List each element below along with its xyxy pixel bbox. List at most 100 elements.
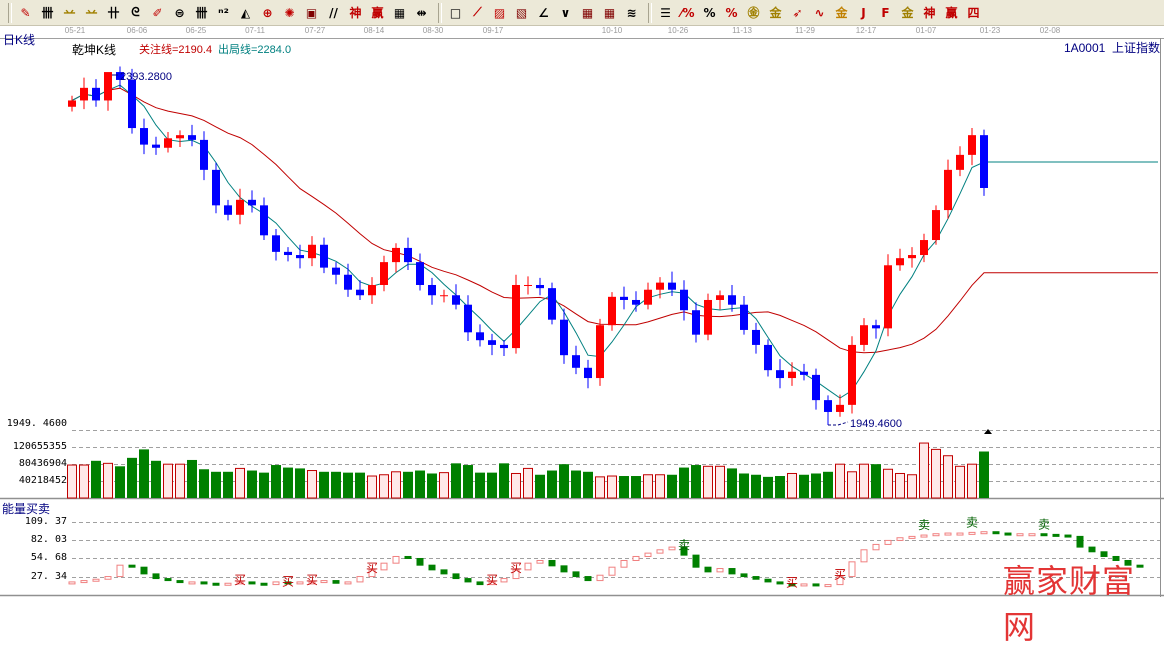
zigzag-button[interactable]: ∨ — [556, 3, 575, 23]
pen-ruler-button[interactable]: ✐ — [148, 3, 167, 23]
parallel-lines-button[interactable]: ≋ — [622, 3, 641, 23]
arrow-pen-icon: ➶ — [792, 5, 803, 20]
candle-up — [308, 244, 316, 259]
pen-button[interactable]: ✎ — [16, 3, 35, 23]
energy-bar-down — [764, 578, 772, 583]
gold-angle-button[interactable]: 金 — [898, 3, 917, 23]
angle-button[interactable]: ∠ — [534, 3, 553, 23]
sunburst-icon: ✺ — [284, 5, 295, 20]
volume-bar-down — [463, 465, 473, 498]
sell-signal: 卖 — [918, 518, 930, 532]
energy-bar-down — [200, 581, 208, 585]
exit-line-ma — [71, 87, 1158, 354]
hatched-box-button[interactable]: ▧ — [512, 3, 531, 23]
volume-bar-down — [187, 459, 197, 498]
hash-grid-button[interactable]: 卌 — [38, 3, 57, 23]
volume-bar-up — [439, 472, 449, 499]
candle-down — [416, 262, 424, 285]
circle-grid-button[interactable]: ⊜ — [170, 3, 189, 23]
volume-bar-up — [859, 463, 869, 499]
volume-bar-down — [211, 471, 221, 498]
f-angle-button[interactable]: F — [876, 3, 895, 23]
gold-circle-button[interactable]: ㊎ — [744, 3, 763, 23]
grid-arrow-button[interactable]: ▦ — [600, 3, 619, 23]
gold-lines-button[interactable]: 金 — [766, 3, 785, 23]
energy-bar-down — [128, 564, 136, 568]
box-button[interactable]: □ — [446, 3, 465, 23]
energy-bar-down — [548, 559, 556, 567]
shen-angle-button[interactable]: 神 — [920, 3, 939, 23]
gold-split-button[interactable]: 䒑 — [82, 3, 101, 23]
kline-chart[interactable]: 2393.28001949.4600买买买买买买卖买买卖卖卖 — [0, 0, 1164, 597]
volume-bar-up — [919, 442, 929, 499]
percent-line-icon: ⁄% — [680, 5, 695, 20]
percent-line-button[interactable]: ⁄% — [678, 3, 697, 23]
percent-lines-icon: % — [725, 5, 738, 20]
square-target-button[interactable]: ▣ — [302, 3, 321, 23]
volume-bar-down — [259, 472, 269, 498]
volume-bar-down — [427, 473, 437, 498]
gold-bar-icon: 金 — [835, 6, 848, 20]
energy-bar-down — [704, 566, 712, 573]
energy-bar-up — [512, 569, 520, 580]
volume-bar-up — [163, 463, 173, 499]
energy-bar-down — [1064, 534, 1072, 538]
triangle-button[interactable]: ◭ — [236, 3, 255, 23]
target-button[interactable]: ⊕ — [258, 3, 277, 23]
scale-icon: ☰ — [660, 5, 671, 20]
energy-bar-up — [944, 532, 952, 536]
span-button[interactable]: ⇹ — [412, 3, 431, 23]
date-tick-label: 12-17 — [855, 26, 877, 35]
calendar-button[interactable]: ▦ — [390, 3, 409, 23]
scale-button[interactable]: ☰ — [656, 3, 675, 23]
candle-down — [116, 72, 124, 80]
power-button[interactable]: ⁿ² — [214, 3, 233, 23]
buy-signal: 买 — [366, 561, 378, 575]
site-logo: 赢家财富网 — [1003, 562, 1136, 646]
bars-button[interactable]: 卌 — [192, 3, 211, 23]
candle-down — [692, 310, 700, 335]
date-tick-label: 09-17 — [482, 26, 504, 35]
volume-bar-down — [331, 471, 341, 498]
candle-down — [272, 235, 280, 252]
energy-bar-down — [572, 571, 580, 578]
gold-bar-button[interactable]: 金 — [832, 3, 851, 23]
percent-button[interactable]: % — [700, 3, 719, 23]
wave-button[interactable]: ∿ — [810, 3, 829, 23]
date-tick-label: 07-27 — [304, 26, 326, 35]
sunburst-button[interactable]: ✺ — [280, 3, 299, 23]
energy-bar-up — [68, 581, 76, 585]
energy-bar-down — [1040, 533, 1048, 537]
fork-button[interactable]: 卄 — [104, 3, 123, 23]
candle-down — [620, 296, 628, 300]
gold-line-button[interactable]: 䒑 — [60, 3, 79, 23]
win-button[interactable]: 赢 — [368, 3, 387, 23]
fan-lines-button[interactable]: ⟋ — [468, 3, 487, 23]
slash-lines-button[interactable]: // — [324, 3, 343, 23]
volume-bar-down — [667, 474, 677, 498]
date-tick-label: 10-10 — [601, 26, 623, 35]
candle-up — [596, 325, 604, 379]
period-label[interactable]: 日K线 — [3, 33, 36, 47]
spiral-button[interactable]: ᘓ — [126, 3, 145, 23]
volume-bar-down — [223, 471, 233, 498]
pen-icon: ✎ — [20, 5, 31, 20]
candle-up — [920, 240, 928, 256]
four-angle-button[interactable]: 四 — [964, 3, 983, 23]
candle-down — [764, 344, 772, 371]
volume-bar-up — [175, 463, 185, 499]
qian-button[interactable]: 神 — [346, 3, 365, 23]
j-angle-button[interactable]: J — [854, 3, 873, 23]
fan-box-button[interactable]: ▨ — [490, 3, 509, 23]
hatched-box-icon: ▧ — [515, 5, 528, 20]
lower-indicator-title: 能量买卖 — [2, 502, 51, 516]
arrow-pen-button[interactable]: ➶ — [788, 3, 807, 23]
volume-bar-up — [835, 463, 845, 499]
candle-up — [956, 154, 964, 170]
volume-bar-up — [931, 448, 941, 499]
energy-bar-up — [872, 543, 880, 551]
ying-angle-button[interactable]: 赢 — [942, 3, 961, 23]
grid-box-button[interactable]: ▦ — [578, 3, 597, 23]
percent-lines-button[interactable]: % — [722, 3, 741, 23]
volume-bar-up — [235, 467, 245, 499]
